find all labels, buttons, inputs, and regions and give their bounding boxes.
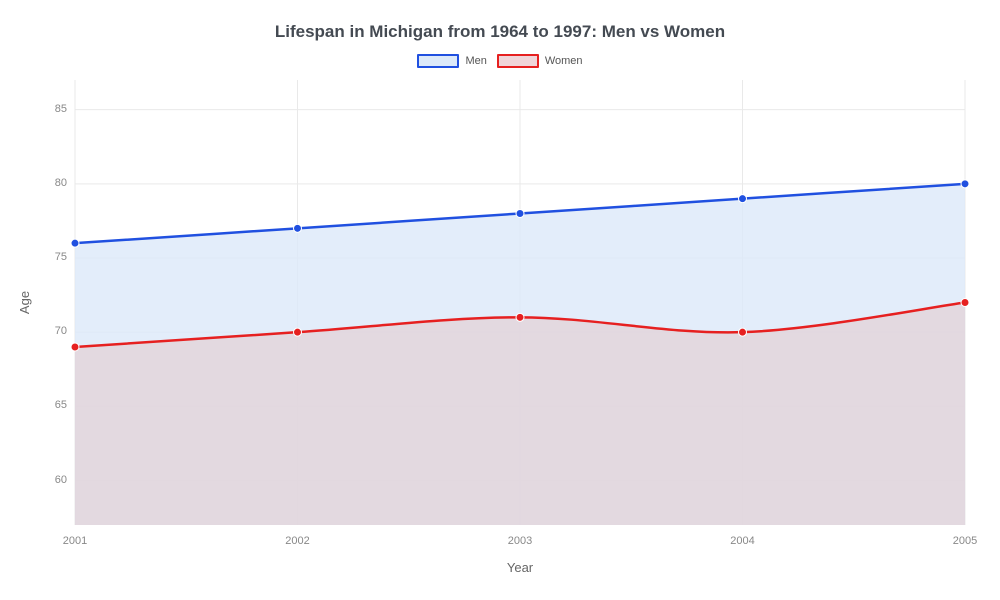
y-tick-label: 80: [37, 177, 67, 189]
y-tick-label: 75: [37, 251, 67, 263]
x-tick-label: 2001: [55, 535, 95, 547]
plot-area: [0, 0, 1000, 600]
y-tick-label: 85: [37, 103, 67, 115]
x-tick-label: 2003: [500, 535, 540, 547]
x-tick-label: 2005: [945, 535, 985, 547]
x-tick-label: 2004: [723, 535, 763, 547]
y-tick-label: 60: [37, 474, 67, 486]
chart-container: Lifespan in Michigan from 1964 to 1997: …: [0, 0, 1000, 600]
y-tick-label: 65: [37, 399, 67, 411]
y-axis-label: Age: [17, 290, 32, 313]
x-axis-label: Year: [500, 560, 540, 575]
x-tick-label: 2002: [278, 535, 318, 547]
y-tick-label: 70: [37, 325, 67, 337]
